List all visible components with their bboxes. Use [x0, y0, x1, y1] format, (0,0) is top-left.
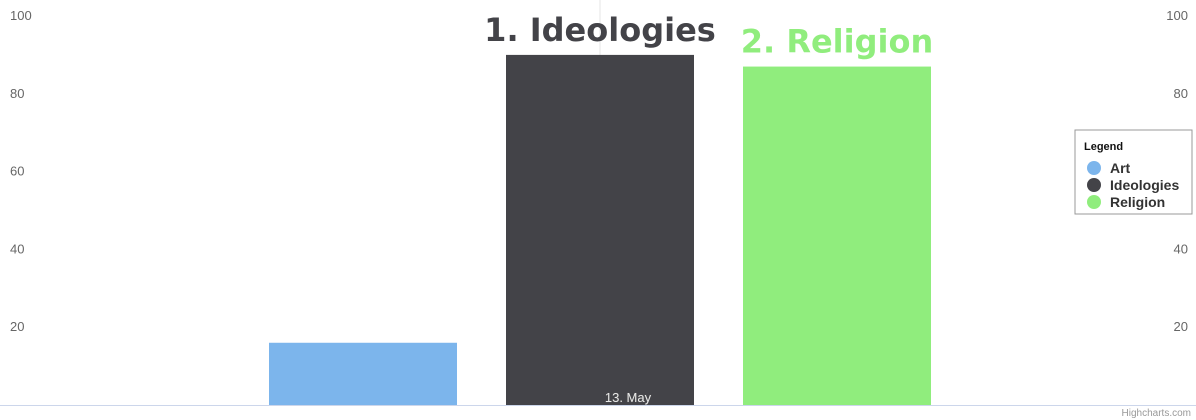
right-y-tick-label: 80 [1174, 86, 1188, 101]
credits-link[interactable]: Highcharts.com [1122, 408, 1191, 419]
data-labels: 1. Ideologies 2. Religion [484, 11, 933, 61]
left-y-tick-label: 60 [10, 164, 24, 179]
left-y-tick-label: 20 [10, 319, 24, 334]
left-y-axis: 20 40 60 80 100 [10, 8, 32, 334]
right-y-tick-label: 100 [1166, 8, 1188, 23]
x-axis-category-label: 13. May [605, 390, 652, 405]
legend-marker-art [1087, 161, 1101, 175]
legend-item-religion[interactable]: Religion [1110, 194, 1165, 210]
bar-series [269, 54, 931, 406]
left-y-tick-label: 100 [10, 8, 32, 23]
legend-title: Legend [1084, 141, 1123, 153]
legend-marker-religion [1087, 195, 1101, 209]
legend-marker-ideologies [1087, 178, 1101, 192]
data-label-religion: 2. Religion [741, 23, 933, 61]
bar-art[interactable] [269, 342, 457, 405]
legend-item-ideologies[interactable]: Ideologies [1110, 177, 1179, 193]
legend-item-art[interactable]: Art [1110, 160, 1131, 176]
bar-ideologies[interactable] [506, 54, 694, 406]
left-y-tick-label: 40 [10, 241, 24, 256]
bar-religion[interactable] [743, 66, 931, 405]
right-y-tick-label: 20 [1174, 319, 1188, 334]
right-y-tick-label: 40 [1174, 241, 1188, 256]
left-y-tick-label: 80 [10, 86, 24, 101]
data-label-ideologies: 1. Ideologies [484, 11, 716, 49]
